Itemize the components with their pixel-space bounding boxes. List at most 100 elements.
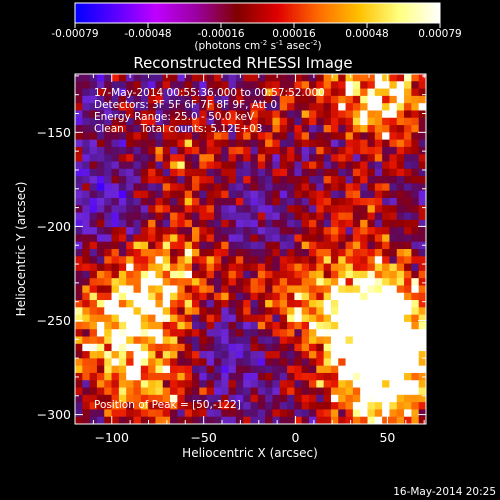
heatmap-cell (330, 394, 339, 403)
heatmap-cell (192, 161, 200, 170)
heatmap-cell (199, 117, 208, 126)
heatmap-cell (287, 132, 295, 141)
heatmap-cell (89, 263, 98, 272)
heatmap-cell (96, 190, 105, 199)
heatmap-cell (279, 154, 288, 162)
heatmap-cell (170, 125, 178, 133)
heatmap-cell (257, 336, 266, 345)
heatmap-cell (287, 241, 295, 250)
heatmap-cell (360, 343, 368, 352)
heatmap-cell (221, 307, 229, 316)
heatmap-cell (243, 176, 251, 184)
heatmap-cell (162, 402, 171, 410)
heatmap-cell (294, 270, 303, 279)
heatmap-cell (140, 81, 149, 89)
heatmap-cell (82, 416, 91, 425)
heatmap-cell (418, 336, 427, 345)
heatmap-cell (404, 176, 412, 184)
heatmap-cell (170, 95, 178, 104)
heatmap-cell (389, 219, 398, 228)
heatmap-cell (396, 300, 405, 308)
heatmap-cell (192, 351, 200, 359)
heatmap-cell (404, 81, 412, 89)
heatmap-cell (411, 190, 420, 199)
heatmap-cell (104, 249, 112, 257)
heatmap-cell (155, 132, 164, 141)
heatmap-cell (221, 380, 229, 388)
heatmap-cell (287, 336, 295, 345)
heatmap-cell (338, 263, 346, 272)
heatmap-cell (338, 95, 346, 104)
heatmap-cell (206, 394, 215, 403)
heatmap-cell (133, 117, 142, 126)
heatmap-cell (155, 110, 164, 119)
heatmap-cell (250, 256, 259, 264)
heatmap-cell (323, 416, 332, 425)
heatmap-cell (389, 321, 398, 330)
heatmap-cell (360, 394, 368, 403)
heatmap-cell (338, 307, 346, 316)
heatmap-cell (162, 212, 171, 221)
heatmap-cell (272, 263, 281, 272)
heatmap-cell (104, 139, 112, 148)
heatmap-cell (213, 270, 222, 279)
heatmap-cell (382, 234, 390, 243)
heatmap-cell (118, 183, 127, 192)
heatmap-cell (199, 256, 208, 264)
heatmap-cell (243, 212, 251, 221)
heatmap-cell (294, 81, 303, 89)
heatmap-cell (389, 351, 398, 359)
heatmap-cell (389, 197, 398, 206)
heatmap-cell (418, 263, 427, 272)
heatmap-cell (382, 103, 390, 111)
heatmap-cell (221, 292, 229, 301)
heatmap-cell (374, 74, 383, 82)
heatmap-cell (170, 197, 178, 206)
heatmap-cell (287, 270, 295, 279)
heatmap-cell (75, 88, 83, 97)
heatmap-cell (213, 263, 222, 272)
heatmap-cell (89, 219, 98, 228)
heatmap-cell (133, 343, 142, 352)
heatmap-cell (287, 227, 295, 235)
heatmap-cell (257, 234, 266, 243)
heatmap-cell (133, 146, 142, 155)
heatmap-cell (418, 292, 427, 301)
heatmap-cell (374, 409, 383, 418)
heatmap-cell (96, 321, 105, 330)
heatmap-cell (250, 372, 259, 381)
heatmap-cell (184, 117, 193, 126)
heatmap-cell (155, 300, 164, 308)
heatmap-cell (257, 125, 266, 133)
heatmap-cell (411, 394, 420, 403)
heatmap-cell (126, 285, 134, 294)
heatmap-cell (213, 219, 222, 228)
heatmap-cell (140, 278, 149, 286)
heatmap-cell (367, 212, 376, 221)
heatmap-cell (96, 183, 105, 192)
heatmap-cell (155, 263, 164, 272)
heatmap-cell (170, 241, 178, 250)
heatmap-cell (111, 139, 120, 148)
heatmap-cell (228, 343, 237, 352)
heatmap-cell (184, 249, 193, 257)
heatmap-cell (396, 74, 405, 82)
heatmap-cell (118, 249, 127, 257)
heatmap-cell (418, 249, 427, 257)
heatmap-cell (396, 132, 405, 141)
heatmap-cell (111, 402, 120, 410)
heatmap-cell (133, 205, 142, 213)
heatmap-cell (272, 394, 281, 403)
heatmap-cell (360, 183, 368, 192)
heatmap-cell (199, 292, 208, 301)
heatmap-cell (228, 409, 237, 418)
heatmap-cell (133, 402, 142, 410)
heatmap-cell (221, 329, 229, 337)
colorbar-gradient (74, 2, 441, 24)
heatmap-cell (265, 416, 273, 425)
heatmap-cell (374, 176, 383, 184)
heatmap-cell (279, 168, 288, 177)
heatmap-cell (82, 372, 91, 381)
heatmap-cell (396, 387, 405, 396)
